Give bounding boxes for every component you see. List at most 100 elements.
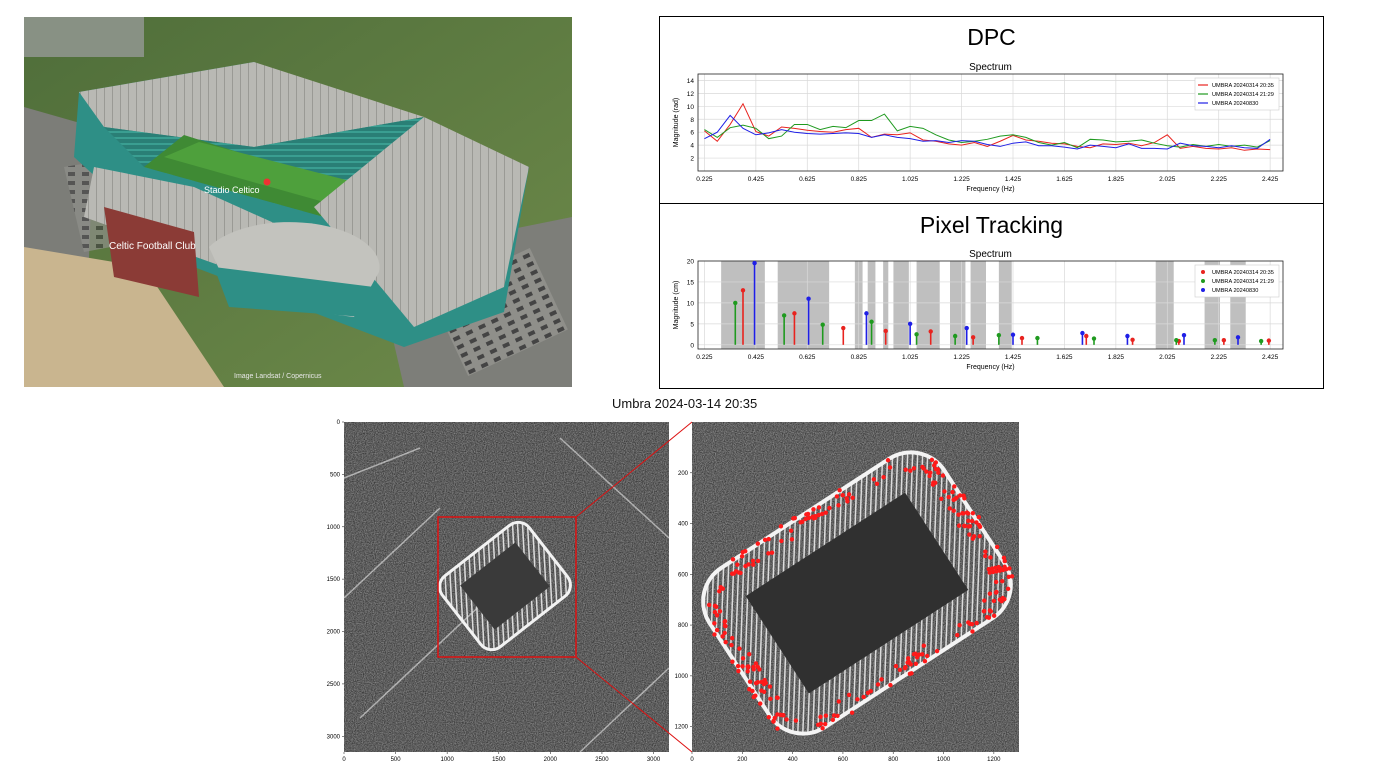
scatterer-point <box>823 713 829 718</box>
chart1-point <box>820 322 825 327</box>
persistent-scatterer-points <box>706 457 1015 731</box>
scatterer-point <box>1007 566 1012 571</box>
map-pin-icon <box>263 178 271 186</box>
chart1-point <box>1130 337 1135 342</box>
scatterer-point <box>722 630 727 636</box>
chart1-legend-swatch <box>1201 270 1205 274</box>
scatterer-point <box>967 532 972 537</box>
chart0-xtick-label: 0.825 <box>851 176 868 183</box>
chart1-xtick-label: 1.025 <box>902 354 919 361</box>
scatterer-point <box>967 523 973 529</box>
chart1-point <box>752 260 757 266</box>
scatterer-point <box>729 642 734 648</box>
scatterer-point <box>888 682 893 688</box>
chart1-point <box>907 321 913 327</box>
scatterer-point <box>753 680 759 686</box>
scatterer-point <box>990 569 996 575</box>
scatterer-point <box>1009 574 1015 579</box>
scatterer-point <box>740 549 745 555</box>
scatterer-point <box>957 493 963 498</box>
chart1-point <box>1235 335 1241 340</box>
chart1-axes-frame <box>697 260 1284 350</box>
scatterer-point <box>766 551 771 556</box>
scatterer-point <box>837 487 842 493</box>
chart1-shaded-band <box>893 261 909 349</box>
scatterer-point <box>875 682 881 687</box>
scatterer-point <box>967 621 973 627</box>
scatterer-point <box>1005 586 1011 592</box>
scatterer-point <box>1000 578 1005 584</box>
scatterer-point <box>983 549 988 554</box>
chart1-point <box>864 311 869 316</box>
scatterer-point <box>966 518 971 523</box>
scatterer-point <box>735 562 740 567</box>
chart1-xtick-label: 2.025 <box>1159 354 1176 361</box>
chart1-point <box>1035 335 1040 341</box>
chart1-point <box>996 332 1002 338</box>
scatterer-point <box>881 475 886 480</box>
chart0-ytick-label: 4 <box>690 143 694 150</box>
scatterer-point <box>745 669 750 674</box>
sar-xtick-label: 1000 <box>440 757 454 763</box>
chart1-legend-swatch <box>1201 288 1205 292</box>
chart1-xtick-label: 0.625 <box>799 354 816 361</box>
chart1-point <box>964 325 969 331</box>
scatterer-point <box>903 467 908 472</box>
scatterer-point <box>976 522 982 528</box>
scatterer-point <box>905 660 910 665</box>
scatterer-point <box>737 646 742 651</box>
photo-label-stadio: Stadio Celtico <box>204 185 260 195</box>
scatterer-point <box>930 482 936 487</box>
scatterer-point <box>984 614 990 620</box>
scatterer-point <box>994 569 999 574</box>
scatterer-point <box>903 664 908 670</box>
chart1-xtick-label: 2.225 <box>1211 354 1228 361</box>
scatterer-point <box>849 710 855 715</box>
chart0-xtick-label: 2.425 <box>1262 176 1279 183</box>
scatterer-point <box>950 489 955 495</box>
chart0-xtick-label: 1.025 <box>902 176 919 183</box>
scatterer-point <box>778 524 784 529</box>
chart0-ylabel: Magnitude (rad) <box>673 98 680 147</box>
scatterer-point <box>820 726 825 731</box>
scatterer-point <box>803 516 808 522</box>
scatterer-point <box>929 457 935 463</box>
chart0-xtick-label: 2.025 <box>1159 176 1176 183</box>
scatterer-point <box>805 511 811 517</box>
chart0-xtick-label: 1.625 <box>1056 176 1073 183</box>
scatterer-point <box>988 555 993 560</box>
scatterer-point <box>955 632 960 638</box>
chart0-xtick-label: 0.225 <box>696 176 713 183</box>
chart1-shaded-band <box>1155 261 1174 349</box>
scatterer-point <box>893 663 899 669</box>
chart0-legend <box>1194 77 1280 111</box>
chart1-point <box>1258 338 1264 344</box>
scatterer-point <box>771 719 776 724</box>
chart1-shaded-band <box>970 261 986 349</box>
scatterer-point <box>874 481 880 487</box>
chart0-ytick-label: 2 <box>690 156 694 163</box>
chart1-ytick-label: 15 <box>687 279 695 286</box>
chart1-point <box>1091 336 1097 341</box>
scatterer-point <box>706 602 712 608</box>
scatterer-point <box>920 652 925 657</box>
stadium-aerial-photo: Stadio Celtico Celtic Football Club Imag… <box>24 17 572 387</box>
scatterer-point <box>994 589 999 595</box>
scatterer-point <box>924 469 929 474</box>
scatterer-point <box>718 584 723 590</box>
scatterer-point <box>905 656 911 661</box>
scatterer-point <box>922 659 928 664</box>
scatterer-point <box>759 688 764 693</box>
scatterer-point <box>775 712 780 717</box>
chart1-point <box>1125 333 1130 339</box>
scatterer-point <box>974 520 979 525</box>
scatterer-point <box>712 621 717 626</box>
sar-xtick-label: 500 <box>391 757 402 763</box>
scatterer-point <box>717 609 723 614</box>
scatterer-point <box>735 663 741 669</box>
chart0-axes-frame <box>697 73 1284 172</box>
scatterer-point <box>736 668 741 674</box>
scatterer-point <box>970 629 975 634</box>
sar-ytick-label: 1000 <box>327 525 341 531</box>
chart1-point <box>928 329 933 334</box>
